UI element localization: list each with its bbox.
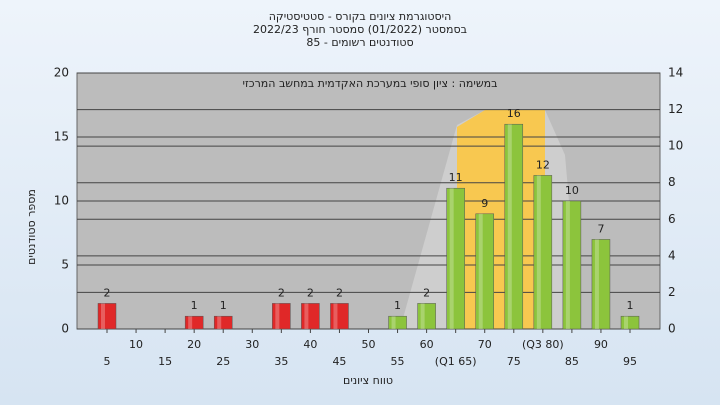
y-tick-label: 20 <box>54 66 69 80</box>
y2-tick-label: 12 <box>668 102 683 116</box>
bar-highlight <box>507 124 512 329</box>
x-tick-label: 10 <box>129 338 143 351</box>
bar-highlight <box>333 303 338 329</box>
bar-highlight <box>304 303 309 329</box>
value-label: 2 <box>336 286 343 299</box>
bar <box>562 200 582 330</box>
x-tick-label: 45 <box>332 355 346 368</box>
value-label: 1 <box>220 299 227 312</box>
bar <box>97 303 117 330</box>
bar-highlight <box>478 213 483 329</box>
x-tick-label: 90 <box>594 338 608 351</box>
bar <box>446 187 465 330</box>
y-tick-label: 5 <box>61 258 69 272</box>
x-tick-label: 95 <box>623 355 637 368</box>
value-label: 2 <box>423 286 430 299</box>
x-tick-label: 70 <box>478 338 492 351</box>
y-tick-label: 15 <box>54 130 69 144</box>
value-label: 2 <box>278 286 285 299</box>
x-tick-label: (Q1 65) <box>435 355 477 368</box>
bar-highlight <box>449 188 454 329</box>
value-label: 11 <box>449 171 463 184</box>
bar <box>388 315 407 330</box>
bar-highlight <box>594 239 599 329</box>
annotation: במשימה : ציון סופי במערכת האקדמית במחשב … <box>243 77 498 90</box>
bar <box>184 315 204 330</box>
bar-highlight <box>275 303 280 329</box>
bar <box>504 123 524 330</box>
x-axis-label: טווח ציונים <box>343 374 393 387</box>
y2-tick-label: 4 <box>668 248 676 262</box>
y2-tick-label: 6 <box>668 212 676 226</box>
x-tick-label: (Q3 80) <box>522 338 564 351</box>
x-tick-label: 5 <box>104 355 111 368</box>
value-label: 10 <box>565 184 579 197</box>
bar-highlight <box>391 316 396 329</box>
chart-subtitle: סטודנטים רשומים - 85 <box>306 36 413 49</box>
bar <box>533 175 553 330</box>
bar-highlight <box>188 316 193 329</box>
bar-highlight <box>624 316 628 329</box>
bar <box>213 315 233 330</box>
x-tick-label: 30 <box>245 338 259 351</box>
x-tick-label: 85 <box>565 355 579 368</box>
value-label: 16 <box>507 107 521 120</box>
bar-highlight <box>420 303 425 329</box>
value-label: 1 <box>627 299 634 312</box>
bar-highlight <box>565 201 570 329</box>
x-tick-label: 60 <box>420 338 434 351</box>
bar <box>591 239 611 330</box>
chart-subtitle: בסמסטר (01/2022) סמסטר חורף 2022/23 <box>253 23 467 36</box>
y2-tick-label: 10 <box>668 139 683 153</box>
value-label: 1 <box>191 299 198 312</box>
y2-tick-label: 8 <box>668 175 676 189</box>
y-tick-label: 0 <box>61 322 69 336</box>
value-label: 1 <box>394 299 401 312</box>
bar-highlight <box>101 303 105 329</box>
x-tick-label: 75 <box>507 355 521 368</box>
bar <box>475 213 494 330</box>
value-label: 7 <box>597 222 604 235</box>
x-tick-label: 40 <box>303 338 317 351</box>
bar <box>272 303 291 330</box>
x-tick-label: 55 <box>391 355 405 368</box>
bar-highlight <box>536 175 541 329</box>
value-label: 2 <box>104 286 111 299</box>
value-label: 2 <box>307 286 314 299</box>
bar <box>417 303 436 330</box>
y2-tick-label: 14 <box>668 66 683 80</box>
x-tick-label: 50 <box>362 338 376 351</box>
x-tick-label: 20 <box>187 338 201 351</box>
x-tick-label: 35 <box>274 355 288 368</box>
value-label: 9 <box>481 197 488 210</box>
bar <box>330 303 349 330</box>
y2-tick-label: 2 <box>668 285 676 299</box>
y-tick-label: 10 <box>54 194 69 208</box>
bar <box>620 315 640 330</box>
chart-title: היסטוגרמת ציונים בקורס - סטטיסטיקה <box>269 10 452 23</box>
bar-highlight <box>217 316 222 329</box>
bar <box>301 303 320 330</box>
y-axis-label: מספר סטודנטים <box>25 189 38 265</box>
y2-tick-label: 0 <box>668 322 676 336</box>
x-tick-label: 25 <box>216 355 230 368</box>
value-label: 12 <box>536 158 550 171</box>
x-tick-label: 15 <box>158 355 172 368</box>
